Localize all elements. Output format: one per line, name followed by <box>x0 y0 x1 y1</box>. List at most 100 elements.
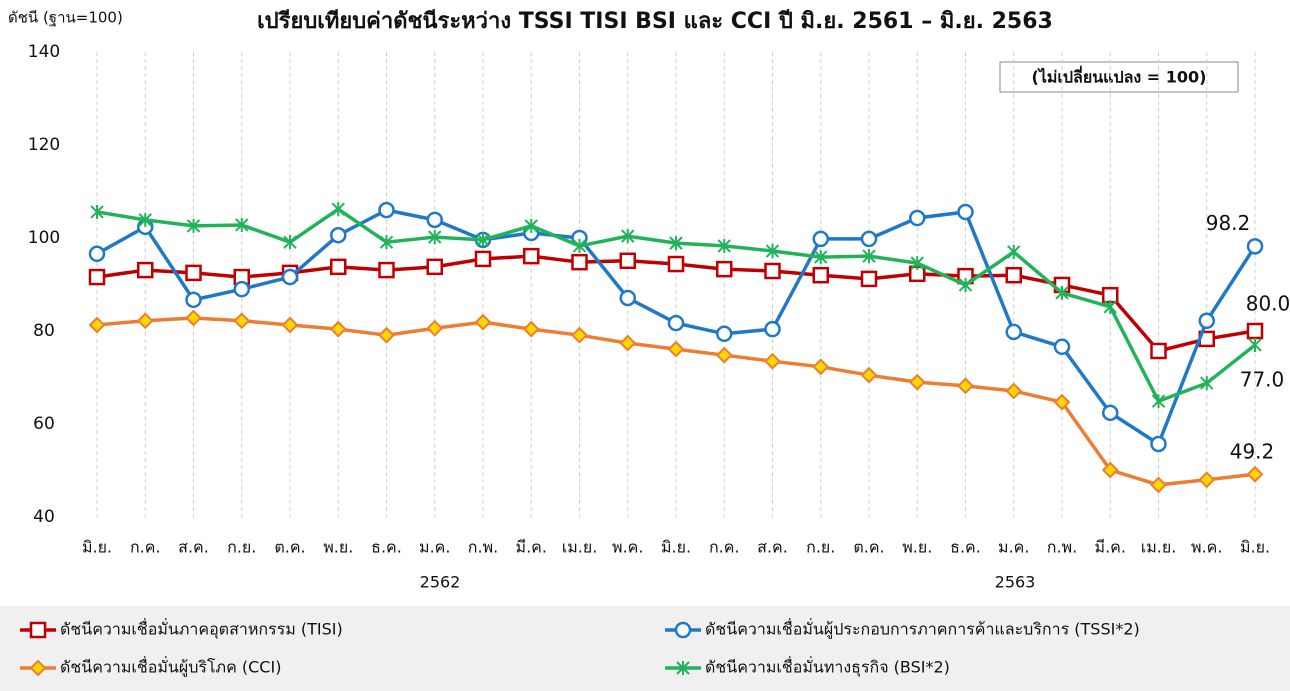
marker <box>908 373 926 391</box>
x-tick-label: มิ.ย. <box>661 538 691 557</box>
x-tick-label: ต.ค. <box>274 538 305 557</box>
x-tick-label: เม.ย. <box>562 538 598 557</box>
legend-label: ดัชนีความเชื่อมั่นผู้บริโภค (CCI) <box>60 656 281 678</box>
marker <box>1005 323 1022 341</box>
marker <box>476 232 490 247</box>
marker <box>1246 238 1264 255</box>
legend-label: ดัชนีความเชื่อมั่นภาคอุตสาหกรรม (TISI) <box>60 618 343 640</box>
marker <box>426 319 444 337</box>
y-tick-label: 40 <box>33 507 55 527</box>
marker <box>330 258 347 276</box>
marker <box>667 314 685 332</box>
legend-item: ดัชนีความเชื่อมั่นผู้ประกอบการภาคการค้าแ… <box>665 618 1140 640</box>
x-tick-label: ก.ย. <box>227 538 256 557</box>
marker <box>90 204 104 219</box>
marker <box>378 201 395 219</box>
marker <box>717 238 731 253</box>
marker <box>715 346 733 364</box>
marker <box>1005 382 1023 400</box>
marker <box>1053 338 1071 356</box>
marker <box>378 261 395 279</box>
chart-title: เปรียบเทียบค่าดัชนีระหว่าง TSSI TISI BSI… <box>257 9 1053 34</box>
marker <box>676 661 690 675</box>
marker <box>185 309 202 327</box>
marker <box>428 230 442 245</box>
legend-background <box>0 606 1290 691</box>
marker <box>1198 312 1215 330</box>
marker <box>619 252 636 270</box>
legend-label: ดัชนีความเชื่อมั่นทางธุรกิจ (BSI*2) <box>705 656 950 678</box>
marker <box>1150 342 1167 360</box>
marker <box>716 260 733 278</box>
x-tick-label: มิ.ย. <box>82 538 112 557</box>
marker <box>138 212 152 227</box>
y-tick-label: 80 <box>33 321 55 341</box>
marker <box>233 280 250 298</box>
marker <box>669 236 683 251</box>
marker <box>860 270 878 288</box>
x-tick-label: ก.ค. <box>130 538 161 557</box>
marker <box>764 320 781 338</box>
marker <box>88 316 106 334</box>
x-tick-label: มิ.ย. <box>1240 538 1270 557</box>
marker <box>329 320 347 338</box>
marker <box>674 621 692 639</box>
marker <box>29 659 47 677</box>
marker <box>862 249 876 264</box>
marker <box>619 289 636 307</box>
x-tick-label: มี.ค. <box>516 538 547 557</box>
marker <box>1248 337 1262 352</box>
legend-item: ดัชนีความเชื่อมั่นภาคอุตสาหกรรม (TISI) <box>20 618 343 640</box>
marker <box>88 245 106 263</box>
marker <box>957 203 974 221</box>
marker <box>330 226 347 244</box>
marker <box>958 277 973 292</box>
marker <box>812 230 829 248</box>
marker <box>185 291 202 309</box>
marker <box>523 247 540 265</box>
marker <box>379 235 394 250</box>
marker <box>283 235 297 250</box>
marker <box>1246 465 1264 483</box>
x-tick-label: ส.ค. <box>757 538 788 557</box>
x-tick-label: พ.ย. <box>902 538 932 557</box>
marker <box>233 312 251 330</box>
marker <box>281 268 299 286</box>
x-tick-label: ธ.ค. <box>950 538 981 557</box>
marker <box>426 258 443 276</box>
marker <box>764 352 781 370</box>
marker <box>1005 266 1022 284</box>
marker <box>524 218 538 233</box>
x-tick-label: ก.ย. <box>806 538 835 557</box>
marker <box>667 255 685 273</box>
y-tick-label: 100 <box>28 228 60 248</box>
marker <box>88 268 106 286</box>
marker <box>957 377 974 395</box>
marker <box>1102 404 1119 422</box>
marker <box>235 217 249 232</box>
x-tick-label: ม.ค. <box>998 538 1029 557</box>
annotation-box <box>999 61 1239 93</box>
marker <box>716 325 733 343</box>
marker <box>1103 299 1117 314</box>
marker <box>378 326 395 344</box>
marker <box>1150 476 1167 494</box>
marker <box>1055 285 1069 300</box>
marker <box>1150 435 1167 453</box>
x-tick-label: ต.ค. <box>853 538 884 557</box>
x-tick-label: ส.ค. <box>178 538 209 557</box>
marker <box>1101 461 1119 479</box>
legend-label: ดัชนีความเชื่อมั่นผู้ประกอบการภาคการค้าแ… <box>705 618 1140 640</box>
marker <box>1053 393 1071 411</box>
marker <box>764 262 781 280</box>
marker <box>522 320 540 338</box>
x-tick-label: พ.ค. <box>1191 538 1222 557</box>
marker <box>812 358 830 376</box>
x-tick-label: ก.พ. <box>1047 538 1077 557</box>
marker <box>1198 471 1216 489</box>
marker <box>474 313 492 331</box>
marker <box>136 312 154 330</box>
marker <box>667 340 685 358</box>
x-tick-label: ก.ค. <box>709 538 740 557</box>
value-label: 98.2 <box>1206 211 1251 235</box>
